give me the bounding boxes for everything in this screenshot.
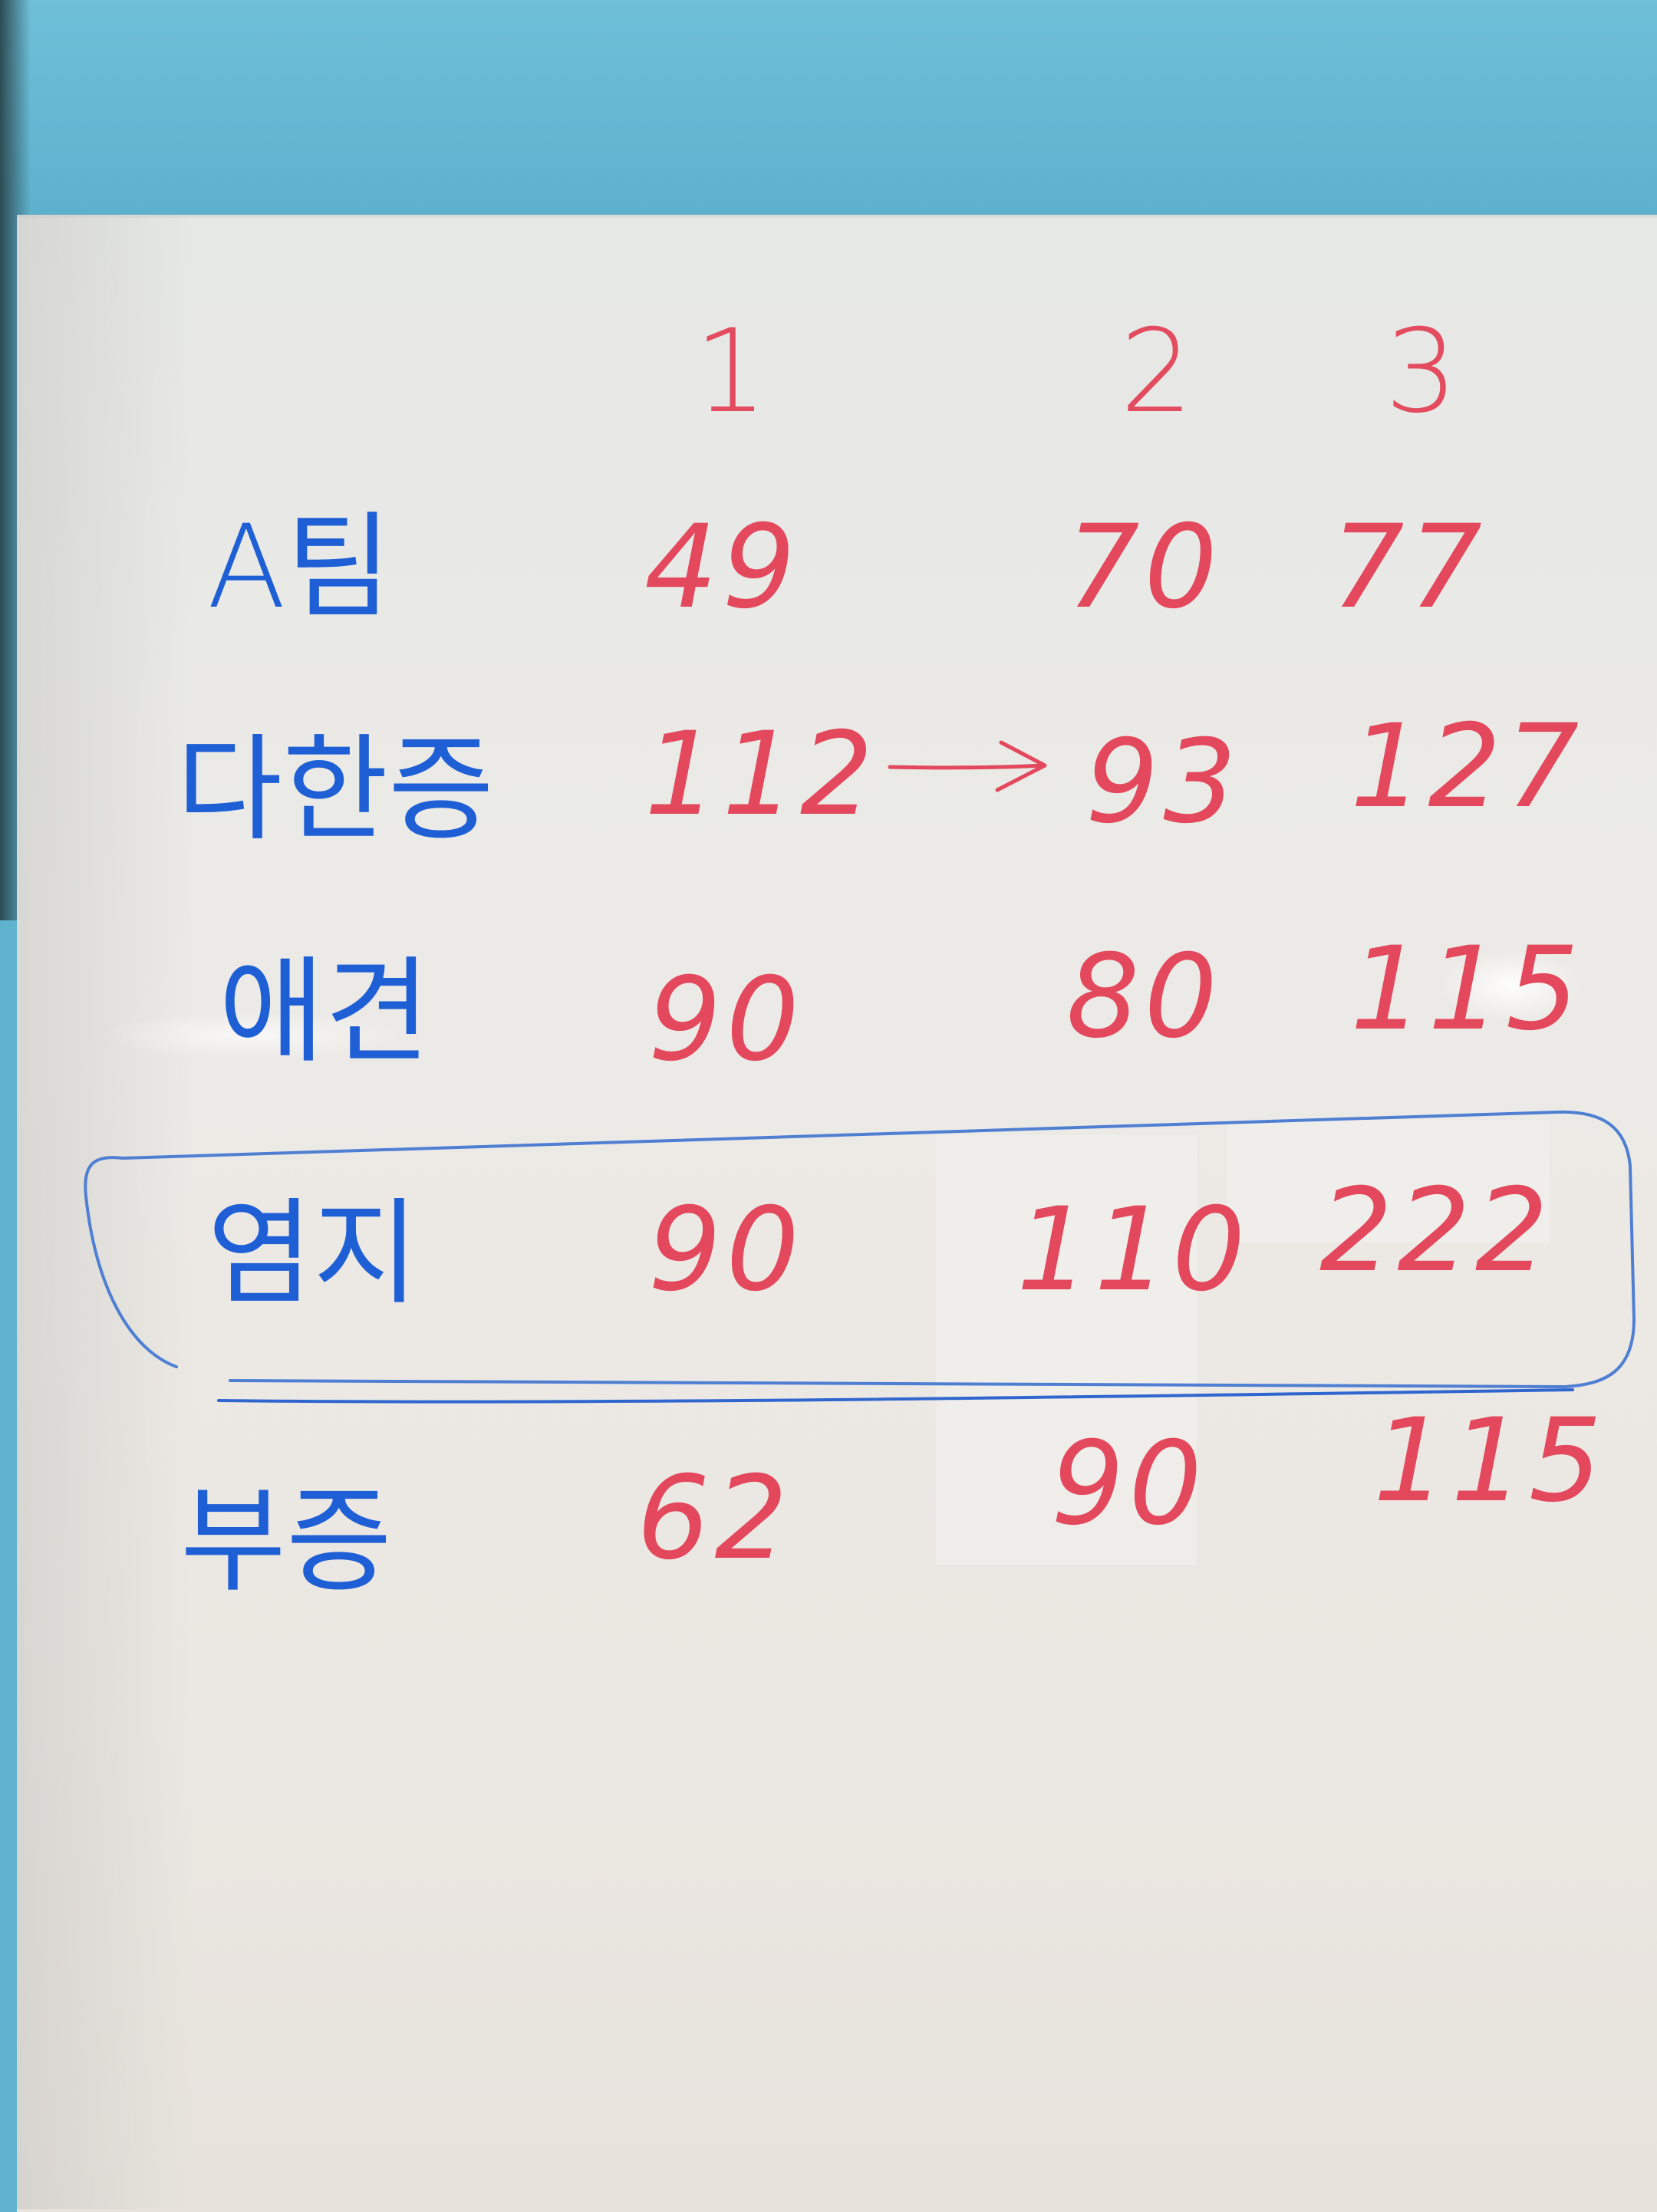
window-reflection [936,1135,1197,1565]
light-glare [1442,951,1580,1020]
underline [217,1388,1574,1404]
column-header-3: 3 [1385,305,1458,439]
row-label-pet: 애견 [219,946,431,1079]
light-glare [107,1012,399,1058]
value-row3-col1: 90 [648,953,804,1087]
value-row4-col3: 222 [1319,1164,1553,1298]
value-row1-col2: 70 [1066,501,1222,634]
column-header-1: 1 [694,305,768,439]
value-row2-col3: 127 [1350,700,1584,834]
value-row3-col2: 80 [1066,930,1222,1064]
whiteboard [17,215,1657,2212]
value-row2-col2: 93 [1085,716,1241,849]
column-header-2: 2 [1120,305,1194,439]
value-row2-col1: 112 [644,708,878,841]
row-label-salting: 염지 [207,1187,420,1321]
value-row4-col2: 110 [1016,1183,1250,1317]
arrow-icon [888,740,1047,792]
value-row1-col1: 49 [644,501,800,634]
whiteboard-edge [17,215,193,2209]
value-row4-col1: 90 [648,1183,804,1317]
highlight-box [84,1110,1636,1389]
row-label-edema: 부증 [180,1475,393,1608]
value-row5-col2: 90 [1051,1417,1207,1551]
value-row1-col3: 77 [1331,501,1487,634]
value-row5-col1: 62 [637,1452,792,1585]
window-reflection [1227,1120,1550,1243]
row-label-hyperhidrosis: 다한증 [176,723,495,857]
row-label-a-team: A팀 [207,501,392,634]
wall [0,0,1657,222]
value-row3-col3: 115 [1350,923,1584,1056]
value-row5-col3: 115 [1373,1394,1607,1528]
